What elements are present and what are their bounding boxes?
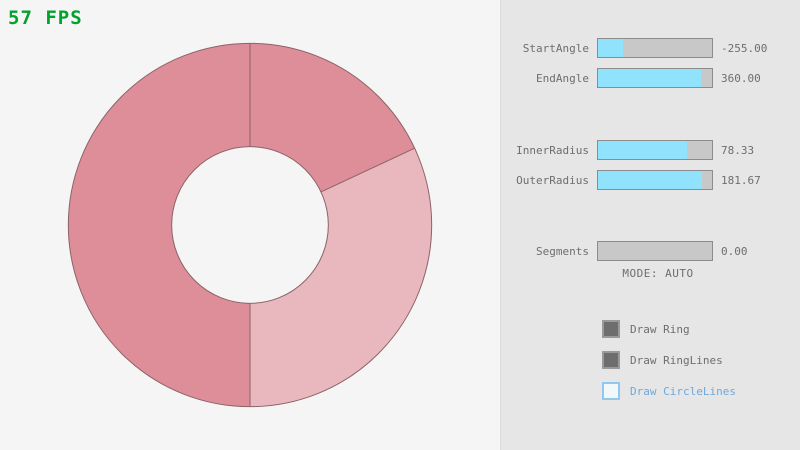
slider-row-innerradius[interactable]: InnerRadius 78.33 <box>505 140 754 160</box>
checkbox-draw-ringlines[interactable] <box>602 351 620 369</box>
checkbox-label-draw-ringlines: Draw RingLines <box>630 353 723 367</box>
slider-label-segments: Segments <box>536 244 589 258</box>
checkbox-draw-ring[interactable] <box>602 320 620 338</box>
slider-track-endangle[interactable] <box>597 68 713 88</box>
checkbox-row-draw-ring[interactable]: Draw Ring <box>602 320 690 338</box>
slider-label-outerradius: OuterRadius <box>516 173 589 187</box>
slider-value-innerradius: 78.33 <box>721 143 755 157</box>
slider-value-endangle: 360.00 <box>721 71 761 85</box>
slider-value-outerradius: 181.67 <box>721 173 761 187</box>
slider-fill-endangle <box>598 69 701 87</box>
slider-track-innerradius[interactable] <box>597 140 713 160</box>
ring-segment <box>68 43 251 407</box>
slider-row-startangle[interactable]: StartAngle -255.00 <box>505 38 767 58</box>
fps-counter: 57 FPS <box>8 7 83 29</box>
slider-label-innerradius: InnerRadius <box>516 143 589 157</box>
slider-track-startangle[interactable] <box>597 38 713 58</box>
slider-label-startangle: StartAngle <box>522 41 589 55</box>
slider-track-outerradius[interactable] <box>597 170 713 190</box>
slider-value-startangle: -255.00 <box>721 41 768 55</box>
checkbox-row-draw-circlelines[interactable]: Draw CircleLines <box>602 382 736 400</box>
checkbox-draw-circlelines[interactable] <box>602 382 620 400</box>
checkbox-label-draw-ring: Draw Ring <box>630 322 690 336</box>
slider-fill-innerradius <box>598 141 687 159</box>
slider-row-endangle[interactable]: EndAngle 360.00 <box>505 68 761 88</box>
ring-chart <box>67 42 433 408</box>
slider-row-segments[interactable]: Segments 0.00 <box>505 241 748 261</box>
ring-segment <box>250 43 415 192</box>
slider-value-segments: 0.00 <box>721 244 748 258</box>
ring-divider-line <box>320 147 415 193</box>
slider-fill-outerradius <box>598 171 702 189</box>
render-stage[interactable] <box>0 0 500 450</box>
slider-fill-startangle <box>598 39 624 57</box>
slider-label-endangle: EndAngle <box>536 71 589 85</box>
ring-segment <box>250 148 432 407</box>
checkbox-label-draw-circlelines: Draw CircleLines <box>630 384 736 398</box>
ring-inner-outline <box>171 146 329 304</box>
slider-row-outerradius[interactable]: OuterRadius 181.67 <box>505 170 761 190</box>
checkbox-row-draw-ringlines[interactable]: Draw RingLines <box>602 351 723 369</box>
slider-track-segments[interactable] <box>597 241 713 261</box>
control-panel: StartAngle -255.00 EndAngle 360.00 Inner… <box>500 0 800 450</box>
mode-text: MODE: AUTO <box>622 267 694 280</box>
